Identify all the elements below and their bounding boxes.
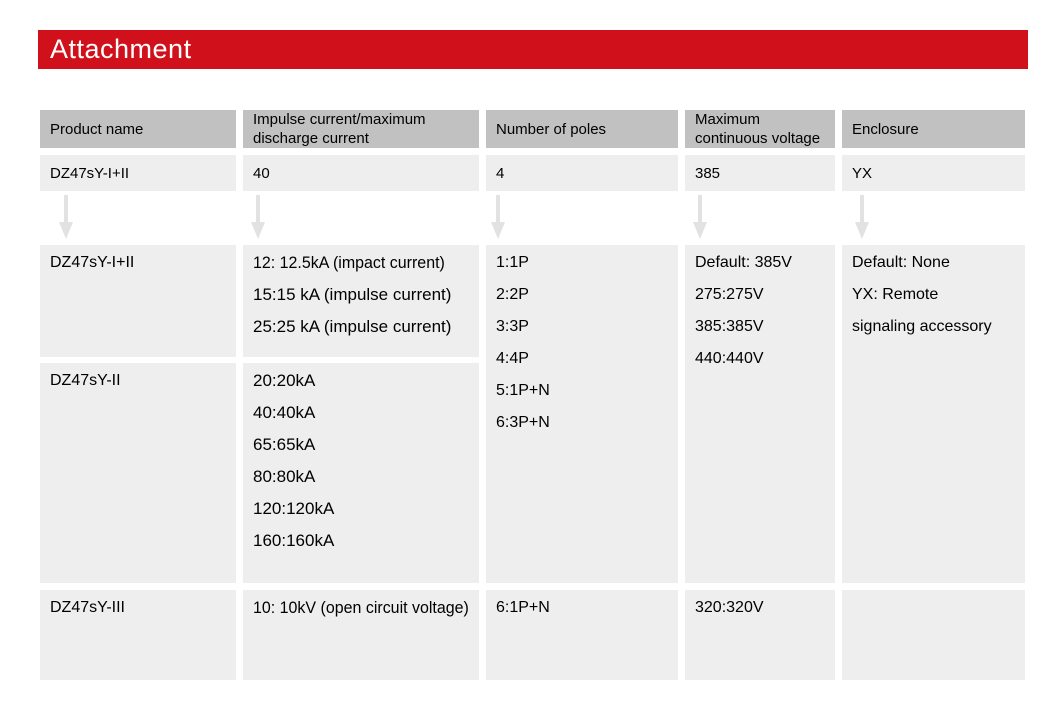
- impulse-option: 10: 10kV (open circuit voltage): [253, 598, 469, 617]
- impulse-option: 25:25 kA (impulse current): [253, 317, 452, 336]
- header-label: Enclosure: [852, 120, 919, 138]
- summary-enclosure-cell: YX: [842, 155, 1025, 191]
- impulse-option: 20:20kA: [253, 371, 316, 390]
- detail-poles-cell: 1:1P 2:2P 3:3P 4:4P 5:1P+N 6:3P+N: [486, 245, 678, 583]
- detail-product3-cell: DZ47sY-III: [40, 590, 236, 680]
- down-arrow-icon: [491, 195, 505, 239]
- voltage-option: 320:320V: [695, 599, 764, 616]
- summary-product-cell: DZ47sY-I+II: [40, 155, 236, 191]
- impulse-option: 12: 12.5kA (impact current): [253, 253, 445, 272]
- detail-product1-cell: DZ47sY-I+II: [40, 245, 236, 357]
- summary-voltage-value: 385: [695, 164, 721, 182]
- detail-product2-cell: DZ47sY-II: [40, 363, 236, 583]
- detail-voltage-product3-cell: 320:320V: [685, 590, 835, 680]
- summary-poles-value: 4: [496, 164, 505, 182]
- header-enclosure: Enclosure: [842, 110, 1025, 148]
- voltage-option: 440:440V: [695, 350, 764, 367]
- down-arrow-icon: [693, 195, 707, 239]
- down-arrow-icon: [855, 195, 869, 239]
- summary-impulse-cell: 40: [243, 155, 479, 191]
- summary-enclosure-value: YX: [852, 164, 873, 182]
- detail-enclosure-cell: Default: None YX: Remote signaling acces…: [842, 245, 1025, 583]
- poles-option: 1:1P: [496, 254, 529, 271]
- page-title: Attachment: [50, 34, 192, 64]
- detail-poles-product3-cell: 6:1P+N: [486, 590, 678, 680]
- summary-poles-cell: 4: [486, 155, 678, 191]
- down-arrow-icon: [59, 195, 73, 239]
- product-name: DZ47sY-I+II: [50, 254, 135, 271]
- header-product-name: Product name: [40, 110, 236, 148]
- header-max-continuous-voltage: Maximum continuous voltage: [685, 110, 835, 148]
- summary-impulse-value: 40: [253, 164, 270, 182]
- detail-impulse-product2-cell: 20:20kA 40:40kA 65:65kA 80:80kA 120:120k…: [243, 363, 479, 583]
- enclosure-option: signaling accessory: [852, 318, 992, 335]
- impulse-option: 65:65kA: [253, 435, 316, 454]
- poles-option: 3:3P: [496, 318, 529, 335]
- product-name: DZ47sY-III: [50, 599, 125, 616]
- detail-impulse-product3-cell: 10: 10kV (open circuit voltage): [243, 590, 479, 680]
- enclosure-option: Default: None: [852, 254, 950, 271]
- voltage-option: Default: 385V: [695, 254, 792, 271]
- poles-option: 2:2P: [496, 286, 529, 303]
- page-title-banner: Attachment: [38, 30, 1028, 69]
- poles-option: 5:1P+N: [496, 382, 550, 399]
- product-name: DZ47sY-II: [50, 372, 121, 389]
- summary-voltage-cell: 385: [685, 155, 835, 191]
- summary-product-value: DZ47sY-I+II: [50, 164, 130, 182]
- voltage-option: 275:275V: [695, 286, 764, 303]
- impulse-option: 15:15 kA (impulse current): [253, 285, 452, 304]
- header-label: Maximum continuous voltage: [695, 111, 821, 147]
- voltage-option: 385:385V: [695, 318, 764, 335]
- header-label: Number of poles: [496, 120, 607, 138]
- impulse-option: 160:160kA: [253, 531, 335, 550]
- impulse-option: 80:80kA: [253, 467, 316, 486]
- enclosure-option: YX: Remote: [852, 286, 939, 303]
- poles-option: 4:4P: [496, 350, 529, 367]
- detail-impulse-product1-cell: 12: 12.5kA (impact current) 15:15 kA (im…: [243, 245, 479, 357]
- detail-enclosure-product3-cell: [842, 590, 1025, 680]
- header-number-of-poles: Number of poles: [486, 110, 678, 148]
- poles-option: 6:1P+N: [496, 599, 550, 616]
- header-label: Product name: [50, 120, 144, 138]
- impulse-option: 120:120kA: [253, 499, 335, 518]
- header-label: Impulse current/maximum discharge curren…: [253, 111, 426, 147]
- header-impulse-current: Impulse current/maximum discharge curren…: [243, 110, 479, 148]
- down-arrow-icon: [251, 195, 265, 239]
- impulse-option: 40:40kA: [253, 403, 316, 422]
- detail-voltage-cell: Default: 385V 275:275V 385:385V 440:440V: [685, 245, 835, 583]
- poles-option: 6:3P+N: [496, 414, 550, 431]
